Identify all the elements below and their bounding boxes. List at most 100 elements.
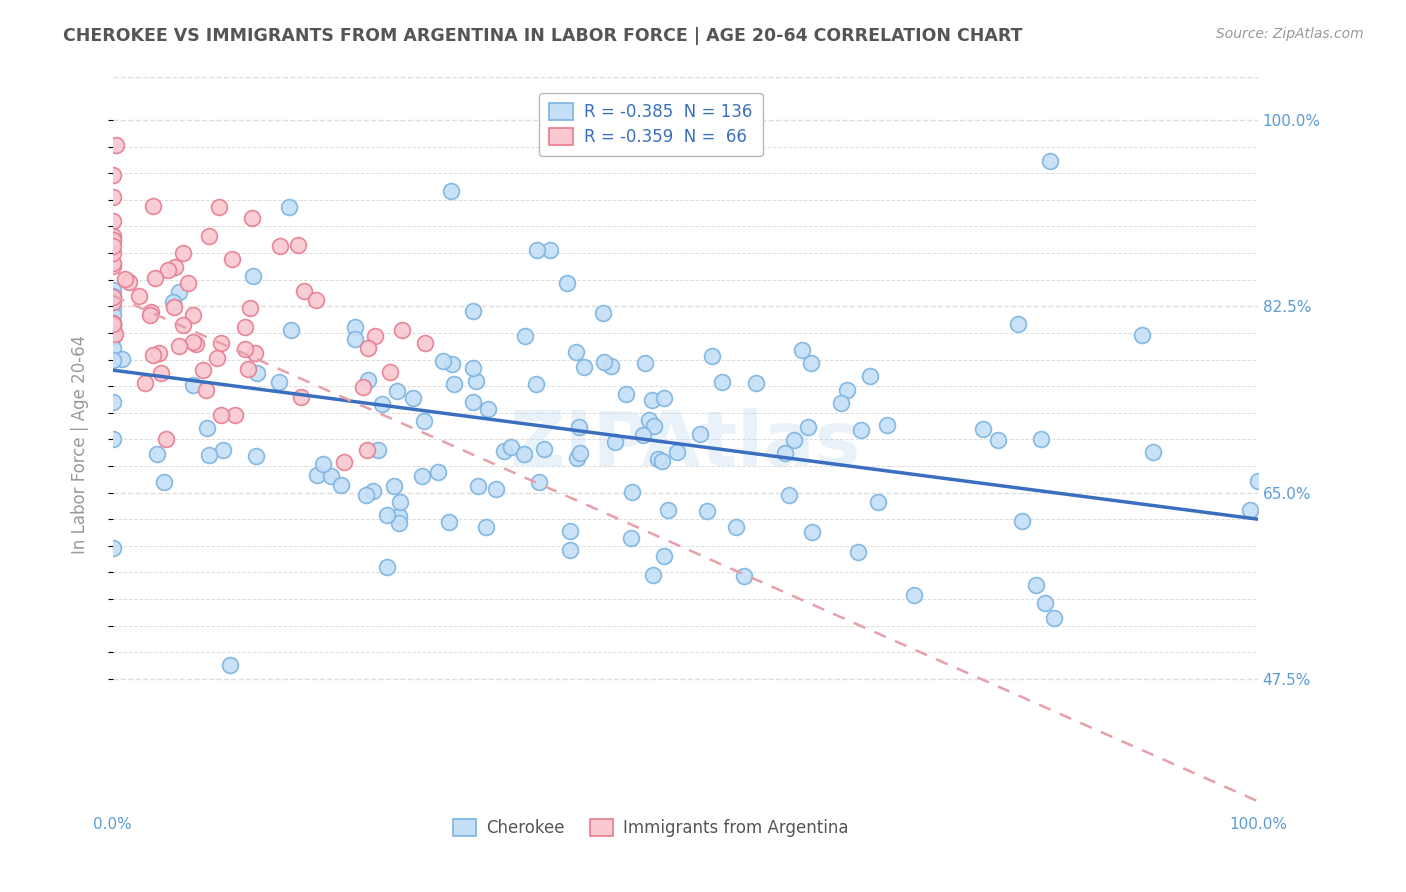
Point bbox=[555, 277, 578, 291]
Point bbox=[169, 339, 191, 353]
Point bbox=[413, 336, 436, 351]
Point bbox=[101, 283, 124, 297]
Point bbox=[363, 484, 385, 499]
Point bbox=[141, 305, 163, 319]
Point bbox=[101, 214, 124, 228]
Point bbox=[647, 452, 669, 467]
Point bbox=[165, 260, 187, 274]
Point bbox=[101, 294, 124, 309]
Point bbox=[903, 588, 925, 602]
Point bbox=[388, 516, 411, 530]
Point bbox=[568, 446, 591, 460]
Point bbox=[194, 383, 217, 397]
Point bbox=[101, 239, 124, 253]
Point bbox=[101, 541, 124, 556]
Point bbox=[848, 545, 870, 559]
Point bbox=[167, 285, 190, 299]
Point bbox=[733, 569, 755, 583]
Point bbox=[267, 375, 290, 389]
Point bbox=[239, 301, 262, 316]
Point bbox=[1025, 577, 1047, 591]
Point bbox=[101, 308, 124, 322]
Point bbox=[209, 409, 232, 423]
Point bbox=[101, 301, 124, 315]
Point bbox=[375, 560, 398, 574]
Point bbox=[565, 345, 588, 359]
Point bbox=[142, 348, 165, 362]
Point bbox=[437, 515, 460, 529]
Point bbox=[1239, 503, 1261, 517]
Point bbox=[145, 447, 167, 461]
Point bbox=[725, 519, 748, 533]
Point bbox=[641, 393, 664, 408]
Point bbox=[773, 446, 796, 460]
Point bbox=[492, 443, 515, 458]
Point bbox=[186, 337, 208, 351]
Point bbox=[637, 413, 659, 427]
Point bbox=[464, 374, 486, 388]
Point bbox=[440, 184, 463, 198]
Point bbox=[402, 392, 425, 406]
Point bbox=[181, 334, 204, 349]
Point bbox=[1033, 596, 1056, 610]
Point bbox=[702, 349, 724, 363]
Point bbox=[432, 353, 454, 368]
Point bbox=[162, 294, 184, 309]
Point bbox=[198, 448, 221, 462]
Point bbox=[427, 465, 450, 479]
Point bbox=[352, 380, 374, 394]
Point bbox=[603, 435, 626, 450]
Point bbox=[513, 447, 536, 461]
Point bbox=[388, 508, 411, 523]
Point bbox=[783, 433, 806, 447]
Point bbox=[101, 231, 124, 245]
Point bbox=[246, 366, 269, 380]
Point bbox=[207, 351, 229, 366]
Point bbox=[389, 495, 412, 509]
Point bbox=[101, 246, 124, 260]
Point bbox=[101, 352, 124, 367]
Point bbox=[800, 355, 823, 369]
Point bbox=[830, 396, 852, 410]
Point bbox=[101, 289, 124, 303]
Point bbox=[101, 318, 124, 332]
Point bbox=[859, 368, 882, 383]
Point bbox=[972, 422, 994, 436]
Point bbox=[114, 271, 136, 285]
Point bbox=[620, 485, 643, 500]
Point bbox=[643, 418, 665, 433]
Point bbox=[744, 376, 766, 391]
Point bbox=[651, 454, 673, 468]
Point bbox=[1038, 154, 1060, 169]
Point bbox=[101, 233, 124, 247]
Point bbox=[208, 201, 231, 215]
Point bbox=[1247, 474, 1270, 488]
Point bbox=[134, 376, 156, 390]
Point bbox=[111, 352, 134, 367]
Text: CHEROKEE VS IMMIGRANTS FROM ARGENTINA IN LABOR FORCE | AGE 20-64 CORRELATION CHA: CHEROKEE VS IMMIGRANTS FROM ARGENTINA IN… bbox=[63, 27, 1022, 45]
Point bbox=[142, 198, 165, 212]
Point bbox=[797, 420, 820, 434]
Point bbox=[319, 468, 342, 483]
Point bbox=[101, 432, 124, 446]
Point bbox=[242, 269, 264, 284]
Point bbox=[631, 428, 654, 442]
Point bbox=[567, 451, 589, 466]
Point bbox=[287, 238, 309, 252]
Point bbox=[1130, 327, 1153, 342]
Point bbox=[357, 373, 380, 387]
Point bbox=[643, 567, 665, 582]
Point bbox=[1043, 611, 1066, 625]
Point bbox=[572, 359, 595, 374]
Point bbox=[475, 520, 498, 534]
Point bbox=[533, 442, 555, 456]
Point bbox=[101, 394, 124, 409]
Point bbox=[696, 504, 718, 518]
Point bbox=[367, 442, 389, 457]
Point bbox=[117, 276, 139, 290]
Point bbox=[371, 397, 394, 411]
Point bbox=[212, 443, 235, 458]
Point bbox=[1142, 445, 1164, 459]
Point bbox=[344, 320, 367, 334]
Point bbox=[378, 365, 401, 379]
